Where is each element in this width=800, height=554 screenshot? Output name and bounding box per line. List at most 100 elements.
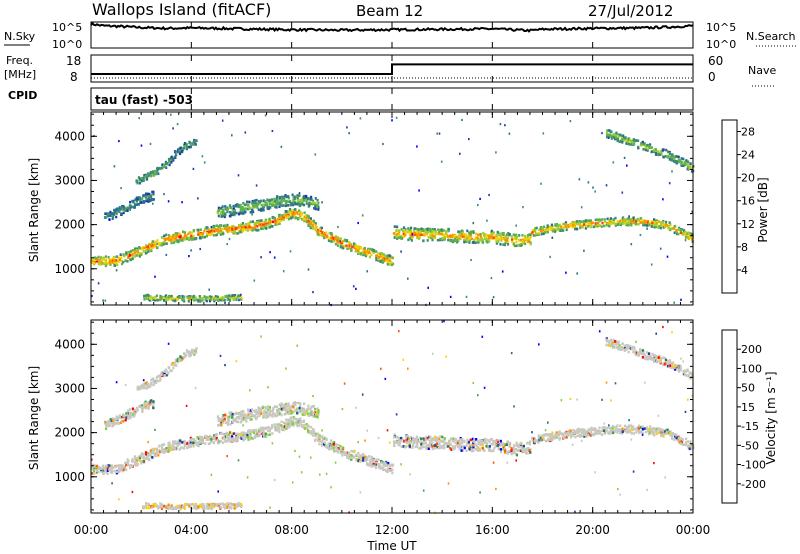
range-cell [608, 430, 611, 433]
range-cell [188, 231, 191, 234]
range-cell [109, 263, 112, 266]
range-cell [422, 445, 425, 449]
range-cell [252, 204, 255, 207]
range-cell [257, 202, 260, 206]
range-cell [610, 134, 613, 137]
range-cell [472, 231, 475, 234]
range-cell [524, 234, 527, 238]
range-cell [646, 227, 648, 230]
range-cell [152, 170, 155, 174]
range-cell [538, 438, 541, 442]
range-cell [634, 222, 637, 226]
range-cell [613, 133, 616, 137]
range-cell [226, 506, 229, 509]
range-cell [428, 442, 432, 445]
range-cell [456, 239, 459, 242]
range-cell [93, 261, 96, 265]
range-cell [469, 230, 472, 234]
range-cell [135, 461, 138, 464]
range-cell [609, 222, 612, 225]
range-cell [302, 419, 306, 423]
range-cell [113, 165, 116, 168]
range-cell [228, 214, 231, 218]
range-cell [672, 227, 676, 230]
range-cell [145, 244, 148, 247]
range-cell [506, 441, 509, 445]
range-cell [199, 228, 202, 231]
range-cell [203, 161, 206, 164]
range-cell [154, 297, 157, 300]
range-cell [142, 379, 145, 382]
range-cell [443, 444, 446, 447]
range-cell [629, 143, 633, 146]
range-cell [456, 237, 460, 241]
range-cell [461, 231, 464, 235]
range-cell [219, 419, 222, 422]
range-cell [308, 412, 311, 416]
range-cell [447, 445, 450, 448]
range-cell [251, 206, 254, 209]
range-cell [223, 417, 226, 421]
range-cell [93, 466, 96, 470]
range-cell [233, 230, 236, 233]
range-cell [521, 234, 524, 237]
range-cell [299, 201, 302, 204]
range-cell [605, 343, 608, 347]
range-cell [131, 490, 134, 494]
range-cell [292, 200, 295, 204]
range-cell [689, 162, 692, 165]
range-cell [367, 247, 370, 251]
range-cell [287, 204, 290, 207]
range-cell [104, 427, 108, 431]
range-cell [189, 143, 192, 146]
range-cell [367, 251, 371, 254]
range-cell [388, 257, 391, 261]
range-cell [151, 505, 154, 509]
range-cell [401, 229, 405, 233]
range-cell [598, 219, 601, 223]
range-cell [233, 439, 236, 443]
range-cell [341, 454, 344, 457]
range-cell [393, 442, 396, 446]
range-cell [199, 231, 202, 235]
range-cell [217, 214, 220, 218]
range-cell [576, 431, 579, 434]
range-cell [303, 215, 306, 219]
range-cell [374, 466, 377, 470]
range-cell [402, 445, 405, 448]
range-cell [470, 237, 473, 241]
range-cell [433, 235, 436, 239]
power-colorbar-tick: 16 [741, 195, 755, 208]
range-cell [399, 439, 402, 443]
range-cell [118, 421, 121, 425]
range-cell [503, 451, 507, 454]
range-cell [642, 223, 645, 227]
range-cell [489, 437, 493, 441]
range-cell [157, 453, 160, 457]
range-cell [386, 257, 389, 261]
range-cell [167, 158, 171, 161]
range-cell [517, 443, 520, 447]
range-cell [571, 443, 574, 446]
range-cell [231, 432, 234, 436]
range-cell [206, 227, 209, 230]
range-cell [240, 410, 243, 413]
range-cell [367, 249, 371, 252]
range-cell [247, 438, 250, 441]
range-cell [100, 262, 103, 266]
range-cell [199, 503, 202, 507]
range-cell [528, 449, 531, 452]
range-cell [515, 459, 517, 462]
range-cell [565, 271, 567, 274]
range-cell [163, 369, 166, 373]
range-cell [148, 247, 151, 250]
range-cell [636, 426, 639, 429]
range-cell [481, 446, 484, 450]
range-cell [630, 428, 633, 432]
range-cell [379, 255, 382, 258]
range-cell [339, 240, 341, 243]
range-cell [279, 196, 282, 200]
range-cell [364, 455, 367, 459]
range-cell [316, 199, 319, 202]
range-cell [266, 433, 269, 436]
